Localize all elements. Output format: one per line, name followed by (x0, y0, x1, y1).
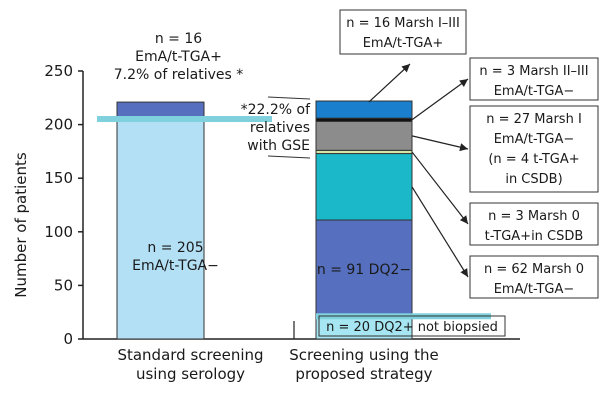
y-tick-label: 0 (63, 330, 73, 348)
callout-label: (n = 4 t-TGA+ (488, 152, 579, 167)
callout-label: n = 16 Marsh I–III (346, 16, 460, 31)
callout-label: n = 27 Marsh I (486, 112, 582, 127)
bar-segment (116, 118, 205, 340)
reference-band (97, 116, 272, 123)
callout-arrow (411, 186, 469, 278)
callout-box (339, 9, 467, 55)
arrow-head (460, 268, 468, 277)
callout-arrow (368, 63, 411, 103)
axes: 0 50 100 150 200 250 Number of patients (12, 62, 520, 348)
annotation-line (267, 96, 311, 100)
arrow-head (459, 215, 468, 224)
side-annotation: relatives (250, 120, 310, 136)
arrow-head (459, 143, 468, 152)
segment-label-box (318, 315, 506, 337)
callout-label: EmA/t-TGA− (494, 282, 575, 297)
y-tick-label: 50 (54, 276, 73, 294)
y-tick-label: 250 (44, 62, 73, 80)
callout-arrow (411, 78, 469, 121)
x-category-label: proposed strategy (295, 365, 432, 383)
arrow-head (459, 79, 468, 87)
bar-segment (315, 100, 413, 119)
callout-label: EmA/t-TGA− (494, 84, 575, 99)
bar-top-label: n = 16 (155, 31, 202, 47)
bar-top-label: 7.2% of relatives * (114, 67, 244, 83)
arrow-head (401, 64, 410, 73)
bar-top-label: EmA/t-TGA+ (135, 49, 222, 65)
segment-label: n = 91 DQ2− (317, 262, 411, 278)
callout-label: t-TGA+in CSDB (485, 229, 584, 244)
side-annotation: with GSE (247, 138, 310, 154)
callout-label: EmA/t-TGA− (494, 132, 575, 147)
bar-segment (315, 219, 413, 319)
callout-box (469, 57, 599, 101)
segment-label: n = 205 (147, 240, 203, 256)
x-category-label: Standard screening (117, 346, 263, 364)
segment-label: n = 20 DQ2+ not biopsied (326, 320, 498, 335)
bar-segment (315, 153, 413, 221)
y-tick-label: 100 (44, 223, 73, 241)
callout-label: in CSDB) (505, 172, 562, 187)
callout-label: n = 62 Marsh 0 (484, 262, 584, 277)
bars (97, 100, 491, 340)
y-tick-label: 150 (44, 169, 73, 187)
callout-box (469, 202, 599, 246)
segment-label: EmA/t-TGA− (132, 258, 219, 274)
x-category-label: using serology (136, 365, 245, 383)
bar-segment (315, 120, 413, 151)
annotation-line (267, 155, 311, 159)
callout-box (469, 105, 599, 193)
y-axis-title: Number of patients (12, 152, 30, 298)
callout-label: n = 3 Marsh 0 (488, 209, 580, 224)
callout-label: EmA/t-TGA+ (363, 36, 444, 51)
y-tick-label: 200 (44, 116, 73, 134)
callout-arrow (411, 151, 469, 225)
x-category-label: Screening using the (289, 346, 438, 364)
callout-arrow (411, 135, 469, 150)
side-annotation: *22.2% of (241, 102, 311, 118)
callout-label: n = 3 Marsh II–III (479, 64, 588, 79)
callout-box (469, 255, 599, 299)
